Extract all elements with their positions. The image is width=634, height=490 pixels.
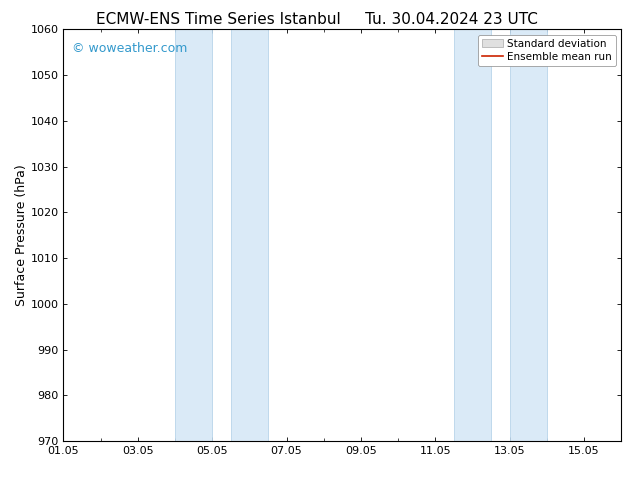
Legend: Standard deviation, Ensemble mean run: Standard deviation, Ensemble mean run <box>478 35 616 66</box>
Text: © woweather.com: © woweather.com <box>72 42 187 55</box>
Bar <box>175 29 212 441</box>
Bar <box>454 29 491 441</box>
Bar <box>510 29 547 441</box>
Y-axis label: Surface Pressure (hPa): Surface Pressure (hPa) <box>15 164 28 306</box>
Text: ECMW-ENS Time Series Istanbul     Tu. 30.04.2024 23 UTC: ECMW-ENS Time Series Istanbul Tu. 30.04.… <box>96 12 538 27</box>
Bar <box>231 29 268 441</box>
